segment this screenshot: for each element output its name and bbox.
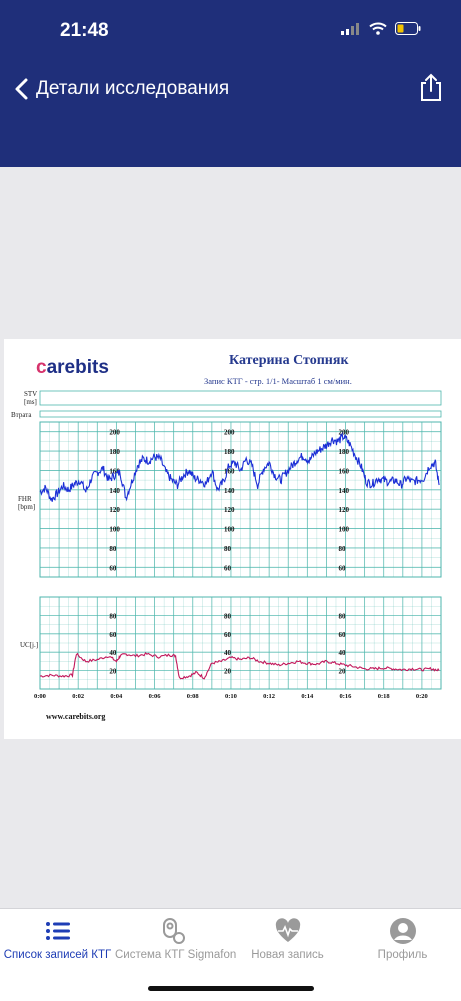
fhr-ytick-label: 160 <box>339 467 350 475</box>
stv-label: STV [ms] <box>24 390 38 406</box>
device-icon <box>162 918 185 944</box>
fhr-ytick-label: 60 <box>339 564 347 572</box>
fhr-ytick-label: 180 <box>109 448 120 456</box>
fhr-frame <box>39 421 442 578</box>
tab-label: Система КТГ Sigmafon <box>115 949 237 961</box>
fhr-ytick-label: 80 <box>109 545 117 553</box>
uc-panel: 20 40 60 80 20 40 60 80 20 40 60 80 0:00 0:02 0:04 0:06… <box>34 596 442 700</box>
uc-ytick-label: 60 <box>339 631 347 639</box>
stv-strip <box>39 390 442 406</box>
time-tick-label: 0:14 <box>301 693 314 700</box>
signal-icon <box>341 22 359 35</box>
fhr-ytick-label: 180 <box>339 448 350 456</box>
time-tick-label: 0:06 <box>149 693 162 700</box>
back-icon[interactable] <box>12 74 38 104</box>
time-tick-label: 0:10 <box>225 693 237 700</box>
fhr-ytick-label: 200 <box>224 429 235 437</box>
fhr-ytick-label: 200 <box>109 429 120 437</box>
time-tick-label: 0:12 <box>263 693 275 700</box>
fhr-ytick-label: 120 <box>224 506 235 514</box>
ctg-document: carebits Катерина Стопняк Запис КТГ - ст… <box>4 339 461 739</box>
uc-ytick-label: 40 <box>339 649 347 657</box>
record-subtitle: Запис КТГ - стр. 1/1- Масштаб 1 см/мин. <box>204 376 352 386</box>
wifi-icon <box>369 22 387 35</box>
tab-label: Новая запись <box>251 949 324 961</box>
fhr-ytick-label: 100 <box>224 526 235 534</box>
fhr-ytick-label: 80 <box>224 545 232 553</box>
uc-ytick-label: 80 <box>339 612 347 620</box>
fhr-ytick-label: 80 <box>339 545 347 553</box>
fhr-ytick-label: 140 <box>109 487 120 495</box>
fhr-ytick-label: 120 <box>339 506 350 514</box>
uc-ytick-label: 80 <box>224 612 232 620</box>
uc-label: UC[j.] <box>20 641 39 649</box>
patient-name: Катерина Стопняк <box>229 353 349 368</box>
fhr-ytick-label: 160 <box>109 467 120 475</box>
uc-ytick-label: 20 <box>224 668 232 676</box>
list-icon <box>45 922 70 940</box>
uc-ytick-label: 60 <box>224 631 232 639</box>
fhr-ytick-label: 140 <box>339 487 350 495</box>
website-link[interactable]: www.carebits.org <box>46 712 106 721</box>
time-tick-label: 0:00 <box>34 693 46 700</box>
profile-icon <box>389 918 416 944</box>
carebits-logo: carebits <box>36 357 109 378</box>
status-time: 21:48 <box>60 20 109 41</box>
ctg-chart: 60 80 100 120 140 160 180 200 60 80 100 120 140 160 18… <box>34 390 442 700</box>
tab-label: Профиль <box>377 949 428 961</box>
fhr-ytick-label: 100 <box>109 526 120 534</box>
fhr-ytick-label: 60 <box>109 564 117 572</box>
page-title: Детали исследования <box>36 78 230 99</box>
share-icon[interactable] <box>418 72 444 102</box>
tab-label: Список записей КТГ <box>3 949 112 961</box>
tab-profile[interactable]: Профиль <box>345 909 460 979</box>
fhr-series-line <box>39 431 440 502</box>
fhr-ytick-label: 100 <box>339 526 350 534</box>
home-indicator <box>148 986 314 991</box>
fhr-ytick-label: 120 <box>109 506 120 514</box>
uc-ytick-label: 20 <box>109 668 117 676</box>
uc-ytick-label: 40 <box>224 649 232 657</box>
time-tick-label: 0:02 <box>72 693 84 700</box>
fhr-ytick-label: 200 <box>339 429 350 437</box>
uc-ytick-label: 80 <box>109 612 117 620</box>
battery-icon <box>395 22 421 35</box>
tab-bar: Список записей КТГ Система КТГ Sigmafon … <box>0 908 461 1001</box>
app-header: 21:48 Детали исследования <box>0 0 461 167</box>
fhr-ytick-label: 140 <box>224 487 235 495</box>
time-tick-label: 0:08 <box>187 693 200 700</box>
time-tick-label: 0:20 <box>416 693 428 700</box>
fhr-ytick-label: 180 <box>224 448 235 456</box>
tab-new-record[interactable]: Новая запись <box>230 909 345 979</box>
uc-series-line <box>39 652 440 680</box>
fhr-ytick-label: 60 <box>224 564 232 572</box>
uc-frame <box>39 596 442 690</box>
loss-label: Втрата <box>11 411 32 419</box>
uc-ytick-label: 40 <box>109 649 117 657</box>
tab-ctg-system[interactable]: Система КТГ Sigmafon <box>115 909 237 979</box>
fhr-ytick-label: 160 <box>224 467 235 475</box>
fhr-label: FHR [bpm] <box>18 495 36 511</box>
loss-strip <box>39 410 442 418</box>
uc-ytick-label: 60 <box>109 631 117 639</box>
tab-ctg-list[interactable]: Список записей КТГ <box>0 909 115 979</box>
uc-ytick-label: 20 <box>339 668 347 676</box>
fhr-panel: 60 80 100 120 140 160 180 200 60 80 100 120 140 160 18… <box>39 421 442 578</box>
status-icons <box>341 22 421 35</box>
heart-pulse-icon <box>275 918 300 942</box>
time-tick-label: 0:16 <box>340 693 353 700</box>
time-tick-label: 0:18 <box>378 693 391 700</box>
time-tick-label: 0:04 <box>110 693 123 700</box>
